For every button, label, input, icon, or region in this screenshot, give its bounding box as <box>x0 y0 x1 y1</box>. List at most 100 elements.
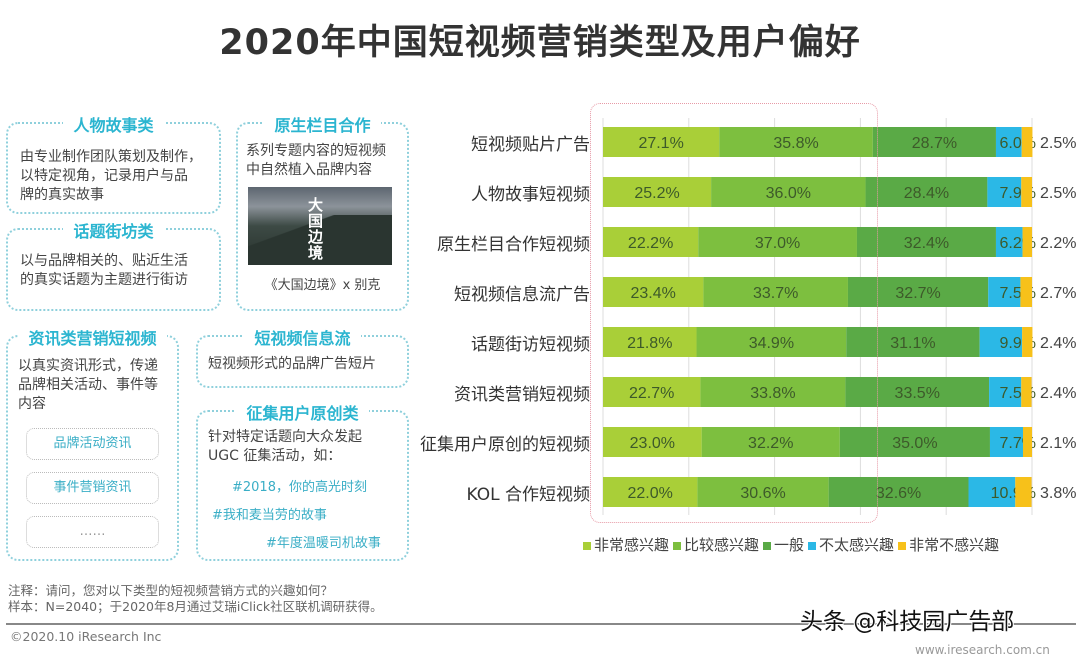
legend-item: 一般 <box>763 534 804 555</box>
news-item: 事件营销资讯 <box>26 472 159 504</box>
data-label: 21.8% <box>627 335 672 352</box>
bar-segment <box>968 477 1016 507</box>
bar-segment <box>856 227 996 257</box>
legend-swatch <box>808 541 817 550</box>
bar-segment <box>1015 477 1032 507</box>
bar-segment <box>987 177 1022 207</box>
panel-text-line: UGC 征集活动，如： <box>208 448 342 464</box>
legend-label: 非常不感兴趣 <box>909 536 1000 554</box>
data-label: 28.4% <box>904 185 949 202</box>
legend-swatch <box>898 541 907 550</box>
data-label: 22.7% <box>629 385 674 402</box>
data-label: 2.1% <box>1040 435 1076 452</box>
data-label: 30.6% <box>740 485 785 502</box>
bar-segment <box>1022 327 1033 357</box>
data-label: 23.0% <box>630 435 675 452</box>
footer-divider <box>6 623 1076 625</box>
legend-item: 比较感兴趣 <box>673 534 759 555</box>
category-label: 短视频信息流广告 <box>454 285 590 305</box>
bar-segment <box>995 127 1022 157</box>
data-label: 22.0% <box>628 485 673 502</box>
data-label: 2.5% <box>1040 135 1076 152</box>
page-title: 2020年中国短视频营销类型及用户偏好 <box>219 23 861 63</box>
panel-text-line: 品牌相关活动、事件等 <box>18 377 158 393</box>
legend-label: 一般 <box>774 536 805 554</box>
bar-segment <box>979 327 1023 357</box>
bar-segment <box>872 127 996 157</box>
watermark: 头条 @科技园广告部 <box>800 609 1015 635</box>
bar-segment <box>700 377 846 407</box>
data-label: 25.2% <box>634 185 679 202</box>
panel-text-line: 的真实话题为主题进行街访 <box>20 272 188 288</box>
panel-text-line: 内容 <box>18 396 46 412</box>
bar-segment <box>701 427 840 457</box>
data-label: 33.8% <box>750 385 795 402</box>
panel-feed: 短视频信息流 短视频形式的品牌广告短片 <box>196 329 409 388</box>
legend-label: 不太感兴趣 <box>819 536 895 554</box>
highlight-box <box>590 103 878 523</box>
panel-text-line: 以真实资讯形式，传递 <box>18 358 158 374</box>
bar-segment <box>698 227 857 257</box>
data-label: 32.4% <box>904 235 949 252</box>
bar-segment <box>1021 177 1032 207</box>
bar-segment <box>989 427 1023 457</box>
data-label: 23.4% <box>631 285 676 302</box>
image-logo-text: 大国边境 <box>308 196 324 262</box>
data-label: 28.7% <box>912 135 957 152</box>
bar-segment <box>603 427 702 457</box>
data-label: 2.5% <box>1040 185 1076 202</box>
data-label: 36.0% <box>766 185 811 202</box>
legend-item: 非常不感兴趣 <box>898 534 999 555</box>
bar-segment <box>603 377 701 407</box>
ugc-tag: #年度温暖司机故事 <box>266 536 381 551</box>
bar-segment <box>989 377 1022 407</box>
panel-text-line: 中自然植入品牌内容 <box>246 162 372 178</box>
legend: 非常感兴趣 比较感兴趣 一般 不太感兴趣 非常不感兴趣 <box>583 534 1003 555</box>
panel-story-title: 人物故事类 <box>63 116 164 135</box>
category-label: KOL 合作短视频 <box>466 485 590 505</box>
panel-text-line: 以特定视角，记录用户与品 <box>20 168 188 184</box>
panel-text-line: 牌的真实故事 <box>20 187 104 203</box>
bar-segment <box>697 477 829 507</box>
panel-story: 人物故事类 由专业制作团队策划及制作， 以特定视角，记录用户与品 牌的真实故事 <box>6 116 221 214</box>
note-question: 注释：请问，您对以下类型的短视频营销方式的兴趣如何？ <box>8 583 334 598</box>
legend-label: 非常感兴趣 <box>594 536 670 554</box>
data-label: 33.7% <box>753 285 798 302</box>
legend-item: 不太感兴趣 <box>808 534 894 555</box>
data-label: 37.0% <box>755 235 800 252</box>
data-label: 2.4% <box>1040 335 1076 352</box>
bar-segment <box>828 477 969 507</box>
bar-segment <box>711 177 866 207</box>
category-label: 人物故事短视频 <box>471 185 590 205</box>
bar-segment <box>847 277 989 307</box>
bar-segment <box>1021 377 1032 407</box>
bar-segment <box>603 277 704 307</box>
bar-segment <box>845 377 990 407</box>
category-label: 短视频贴片广告 <box>471 135 590 155</box>
panel-text-line: 以与品牌相关的、贴近生活 <box>20 253 188 269</box>
bar-segment <box>1022 227 1032 257</box>
panel-text-line: 系列专题内容的短视频 <box>246 143 386 159</box>
copyright: ©2020.10 iResearch Inc <box>10 629 162 644</box>
category-label: 话题街访短视频 <box>471 335 590 355</box>
news-item: …… <box>26 516 159 548</box>
site-url: www.iresearch.com.cn <box>915 643 1050 657</box>
data-label: 33.5% <box>895 385 940 402</box>
panel-news: 资讯类营销短视频 以真实资讯形式，传递 品牌相关活动、事件等 内容 品牌活动资讯… <box>6 329 179 561</box>
panel-ugc: 征集用户原创类 针对特定话题向大众发起 UGC 征集活动，如： #2018，你的… <box>196 404 409 561</box>
bar-segment <box>865 177 988 207</box>
data-label: 2.2% <box>1040 235 1076 252</box>
bar-segment <box>719 127 873 157</box>
category-label: 资讯类营销短视频 <box>454 385 590 405</box>
data-label: 22.2% <box>628 235 673 252</box>
bar-segment <box>696 327 847 357</box>
bar-segment <box>846 327 980 357</box>
program-still-image: 大国边境 <box>248 187 392 265</box>
panel-feed-title: 短视频信息流 <box>244 329 361 348</box>
data-label: 3.8% <box>1040 485 1076 502</box>
ugc-tag: #2018，你的高光时刻 <box>232 480 367 495</box>
news-item: 品牌活动资讯 <box>26 428 159 460</box>
legend-swatch <box>673 541 682 550</box>
bar-segment <box>603 477 698 507</box>
category-label: 征集用户原创的短视频 <box>420 435 590 455</box>
